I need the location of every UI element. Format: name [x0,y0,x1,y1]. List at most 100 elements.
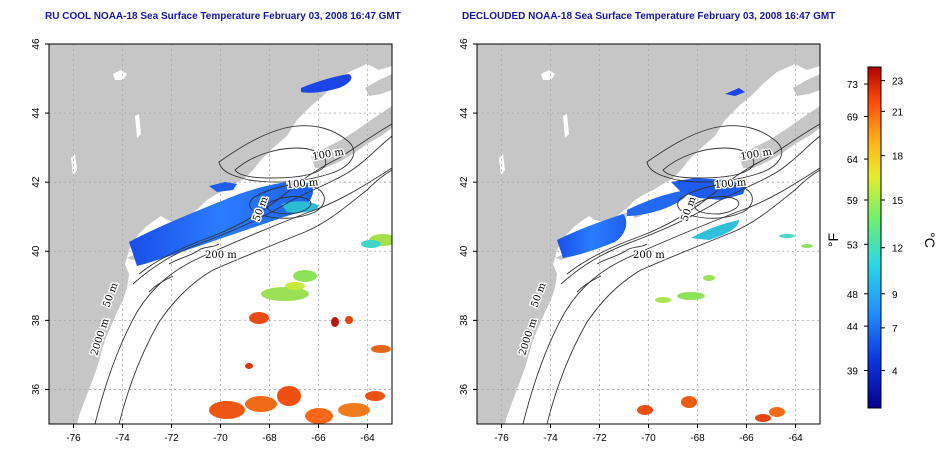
land-mass [739,106,820,168]
bathymetry-contour [132,135,392,285]
sst-patch [285,282,305,290]
lon-tick-label: -72 [164,433,179,444]
lake [135,114,141,138]
sst-patch [261,287,309,301]
lake [499,154,505,176]
sst-patch [637,405,653,415]
sst-patch [345,316,353,324]
sst-patch [769,407,785,417]
land-mass [477,44,820,424]
celsius-tick-label: 18 [892,152,904,163]
bathymetry-contour [138,123,392,275]
land-mass [49,44,392,424]
lon-tick-label: -66 [311,433,326,444]
land-mass [311,106,392,168]
lat-tick-label: 36 [459,383,470,395]
celsius-tick-label: 15 [892,196,904,207]
sst-patch [129,181,313,266]
bathymetry-contour [148,275,174,293]
lon-tick-label: -70 [213,433,228,444]
panel-title-right: DECLOUDED NOAA-18 Sea Surface Temperatur… [462,11,836,22]
sst-patch [361,240,381,248]
lat-tick-label: 44 [459,107,470,119]
lat-tick-label: 36 [31,383,42,395]
lon-tick-label: -68 [262,433,277,444]
sst-patch [557,214,627,258]
colorbar-gradient [867,66,882,409]
bathymetry-contour [596,243,648,265]
fahrenheit-tick-label: 39 [847,366,859,377]
celsius-tick-label: 21 [892,107,904,118]
lon-tick-label: -74 [543,433,558,444]
lon-tick-label: -64 [788,433,803,444]
bathymetry-contour [118,169,392,424]
lat-tick-label: 38 [31,314,42,326]
lat-tick-label: 46 [31,38,42,50]
bathymetry-contour [576,275,602,293]
lon-tick-label: -66 [739,433,754,444]
lon-tick-label: -68 [690,433,705,444]
sst-patch [331,317,339,327]
lat-tick-label: 40 [459,245,470,257]
sst-patch [681,396,697,408]
sst-patch [245,396,277,412]
sst-patch [671,178,747,200]
bathymetry-contour [522,167,820,424]
fahrenheit-tick-label: 69 [847,112,859,123]
sst-patch [301,74,352,93]
bathymetry-contour [646,125,783,183]
lat-tick-label: 38 [459,314,470,326]
celsius-tick-label: 9 [892,290,898,301]
fahrenheit-tick-label: 59 [847,196,859,207]
bathymetry-contour [218,125,355,183]
sst-patch [365,391,385,401]
sst-patch [801,244,813,248]
sst-patch [209,182,237,192]
celsius-tick-label: 7 [892,324,898,335]
sst-patch [209,401,245,419]
bathymetry-contour [566,123,820,275]
lat-tick-label: 40 [31,245,42,257]
bathymetry-contour [662,147,755,179]
bathymetry-contour [249,184,325,219]
lon-tick-label: -70 [641,433,656,444]
colorbar: 73 69 64 59 53 48 44 39 23 21 18 15 12 9 7 4 °F °C [825,66,938,409]
celsius-tick-label: 4 [892,366,898,377]
celsius-tick-label: 23 [892,77,904,88]
sst-patch [655,297,671,303]
lat-tick-label: 42 [31,176,42,188]
sst-patch [725,88,745,96]
sst-patch [677,292,705,300]
bathymetry-contour [94,167,392,424]
sst-patch [277,386,301,406]
lat-tick-label: 44 [31,107,42,119]
fahrenheit-tick-label: 48 [847,290,859,301]
sst-patch [245,363,253,369]
lake [563,114,569,138]
bathymetry-contour [168,243,220,265]
sst-patch [281,201,319,213]
lon-tick-label: -76 [66,433,81,444]
contour-label: 100 m [286,177,319,191]
land-mass [365,74,392,96]
sst-patch [338,403,370,417]
sst-patch [293,270,317,282]
contour-label: 100 m [714,177,747,191]
lon-tick-label: -76 [494,433,509,444]
panel-title-left: RU COOL NOAA-18 Sea Surface Temperature … [45,11,401,22]
sst-patch [249,312,269,324]
lake [541,70,555,80]
sst-patch [703,275,715,281]
lon-tick-label: -74 [115,433,130,444]
fahrenheit-tick-label: 53 [847,240,859,251]
fahrenheit-tick-label: 64 [847,155,859,166]
bathymetry-contour [694,196,740,215]
contour-label: 200 m [633,250,665,261]
lake [113,70,127,80]
land-mass [793,74,820,96]
fahrenheit-tick-label: 73 [847,80,859,91]
celsius-tick-label: 12 [892,244,904,255]
